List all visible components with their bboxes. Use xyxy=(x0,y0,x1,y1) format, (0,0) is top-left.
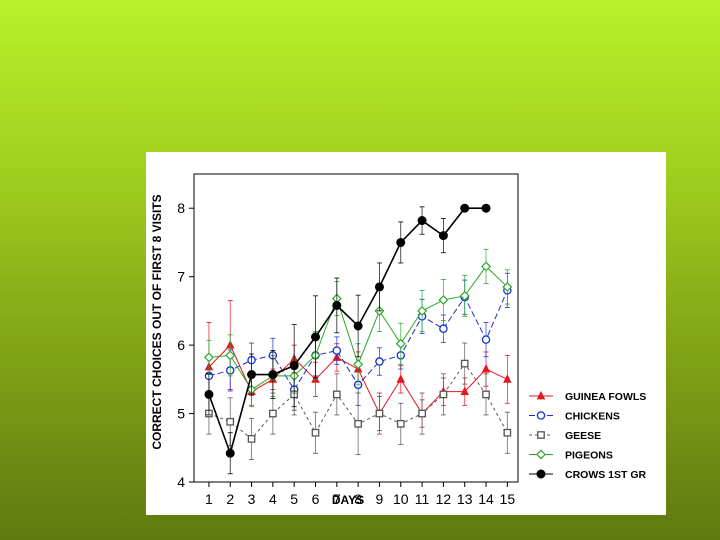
data-point xyxy=(536,411,546,420)
data-point xyxy=(226,417,235,426)
y-tick-label: 7 xyxy=(177,269,185,285)
data-point xyxy=(503,374,512,383)
y-tick-label: 6 xyxy=(177,337,185,353)
x-tick-label: 5 xyxy=(290,491,298,507)
data-point xyxy=(536,390,546,400)
data-point xyxy=(481,335,491,344)
data-point xyxy=(537,431,545,439)
data-point xyxy=(460,359,469,368)
legend-label: GEESE xyxy=(565,430,601,442)
data-point xyxy=(536,449,546,460)
legend-label: CROWS 1ST GR xyxy=(565,469,647,481)
legend-item: PIGEONS xyxy=(529,450,613,462)
data-point xyxy=(374,282,384,292)
data-point xyxy=(502,281,513,292)
data-point xyxy=(396,237,406,247)
legend-label: PIGEONS xyxy=(565,450,613,462)
x-tick-label: 3 xyxy=(248,491,256,507)
x-tick-label: 14 xyxy=(478,491,494,507)
data-point xyxy=(503,428,512,437)
data-point xyxy=(247,435,256,443)
x-axis: 1 2 3 4 5 6 7 8 9 10 11 12 13 14 15 xyxy=(205,482,515,507)
data-point xyxy=(268,370,278,380)
data-point xyxy=(332,346,342,355)
data-point xyxy=(417,216,427,226)
data-point xyxy=(396,419,405,428)
data-point xyxy=(439,324,448,333)
x-tick-label: 1 xyxy=(205,491,213,507)
data-point xyxy=(417,305,428,316)
series-crows-1st-gr xyxy=(204,203,491,475)
data-point xyxy=(225,448,235,458)
data-point xyxy=(311,428,320,437)
x-tick-label: 11 xyxy=(415,491,430,507)
data-point xyxy=(482,390,490,399)
data-point xyxy=(460,386,469,396)
y-tick-label: 4 xyxy=(177,474,185,490)
data-point xyxy=(332,390,341,399)
x-tick-label: 4 xyxy=(269,491,277,507)
data-point xyxy=(269,409,277,418)
x-tick-label: 13 xyxy=(457,491,473,507)
data-point xyxy=(225,350,236,361)
data-point xyxy=(353,321,363,331)
data-point xyxy=(439,390,448,399)
data-point xyxy=(438,231,448,241)
x-tick-label: 8 xyxy=(354,491,362,507)
data-point xyxy=(353,359,364,370)
data-point xyxy=(289,361,299,371)
x-tick-label: 12 xyxy=(436,491,452,507)
data-point xyxy=(418,409,426,418)
x-axis-title: DAYS xyxy=(332,493,364,507)
y-axis: 4 5 6 7 8 xyxy=(177,200,194,490)
x-tick-label: 9 xyxy=(376,491,384,507)
legend: GUINEA FOWLS CHICKENS GEESE PIGEONS CROWS 1S… xyxy=(529,390,647,481)
legend-item: CROWS 1ST GR xyxy=(529,469,647,481)
legend-item: CHICKENS xyxy=(529,411,620,423)
data-point xyxy=(481,203,491,213)
data-point xyxy=(459,290,470,301)
data-point xyxy=(481,363,491,373)
y-tick-label: 8 xyxy=(177,200,185,216)
data-point xyxy=(396,374,406,383)
x-tick-label: 15 xyxy=(500,491,516,507)
data-point xyxy=(395,338,406,349)
series-layer xyxy=(203,203,513,475)
x-tick-label: 2 xyxy=(226,491,234,507)
y-tick-label: 5 xyxy=(177,406,185,422)
x-tick-label: 10 xyxy=(393,491,409,507)
data-point xyxy=(332,300,342,310)
legend-label: GUINEA FOWLS xyxy=(565,391,646,403)
data-point xyxy=(203,352,214,363)
data-point xyxy=(354,419,362,428)
plot-frame xyxy=(193,173,519,483)
y-axis-title: CORRECT CHOICES OUT OF FIRST 8 VISITS xyxy=(150,194,164,449)
data-point xyxy=(247,370,257,380)
data-point xyxy=(536,469,546,479)
data-point xyxy=(204,389,214,399)
legend-item: GUINEA FOWLS xyxy=(529,390,646,403)
data-point xyxy=(481,261,491,272)
data-point xyxy=(460,203,470,213)
data-point xyxy=(311,332,320,342)
x-tick-label: 6 xyxy=(312,491,320,507)
legend-label: CHICKENS xyxy=(565,411,620,423)
x-tick-label: 7 xyxy=(333,491,341,507)
data-point xyxy=(438,294,449,305)
legend-item: GEESE xyxy=(529,430,601,442)
data-point xyxy=(375,357,384,366)
data-point xyxy=(375,409,384,418)
